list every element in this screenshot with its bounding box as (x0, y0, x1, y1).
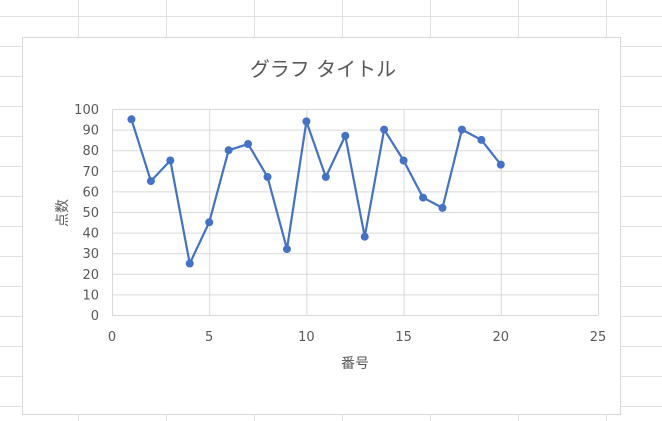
y-tick-label: 100 (74, 103, 99, 118)
data-point[interactable] (321, 172, 330, 181)
data-point[interactable] (496, 160, 505, 169)
data-point[interactable] (205, 218, 214, 227)
x-tick-label: 10 (298, 330, 315, 345)
data-point[interactable] (185, 259, 194, 268)
data-point[interactable] (244, 140, 253, 149)
data-point[interactable] (127, 115, 136, 124)
data-point[interactable] (380, 125, 389, 134)
x-tick-label: 25 (590, 330, 607, 345)
chart-title[interactable]: グラフ タイトル (250, 57, 396, 81)
data-point[interactable] (166, 156, 175, 165)
y-tick-label: 10 (82, 288, 99, 303)
data-point[interactable] (302, 117, 311, 126)
data-point[interactable] (399, 156, 408, 165)
y-tick-label: 70 (82, 165, 99, 180)
scatter-line-chart: グラフ タイトル 点数 番号 0 10 20 30 40 50 60 70 80 90 100 0 5 1… (55, 57, 607, 372)
chart-area[interactable]: グラフ タイトル 点数 番号 0 10 20 30 40 50 60 70 80 90 100 0 5 1… (22, 37, 621, 415)
data-point[interactable] (457, 125, 466, 134)
data-point[interactable] (224, 146, 233, 155)
y-tick-label: 90 (82, 124, 99, 139)
y-tick-label: 0 (91, 309, 99, 324)
y-tick-label: 60 (82, 185, 99, 200)
data-point[interactable] (438, 203, 447, 212)
data-point[interactable] (477, 135, 486, 144)
data-point[interactable] (341, 131, 350, 140)
x-tick-label: 15 (395, 330, 412, 345)
x-tick-label: 0 (108, 330, 116, 345)
data-point[interactable] (146, 177, 155, 186)
y-tick-label: 40 (82, 227, 99, 242)
y-tick-label: 20 (82, 268, 99, 283)
data-point[interactable] (282, 245, 291, 254)
x-axis-title[interactable]: 番号 (341, 356, 369, 372)
y-axis-title[interactable]: 点数 (55, 199, 71, 227)
y-tick-label: 80 (82, 144, 99, 159)
data-point[interactable] (360, 232, 369, 241)
y-tick-label: 50 (82, 206, 99, 221)
data-point[interactable] (419, 193, 428, 202)
data-point[interactable] (263, 172, 272, 181)
x-tick-label: 5 (205, 330, 213, 345)
x-tick-label: 20 (493, 330, 510, 345)
y-tick-label: 30 (82, 247, 99, 262)
